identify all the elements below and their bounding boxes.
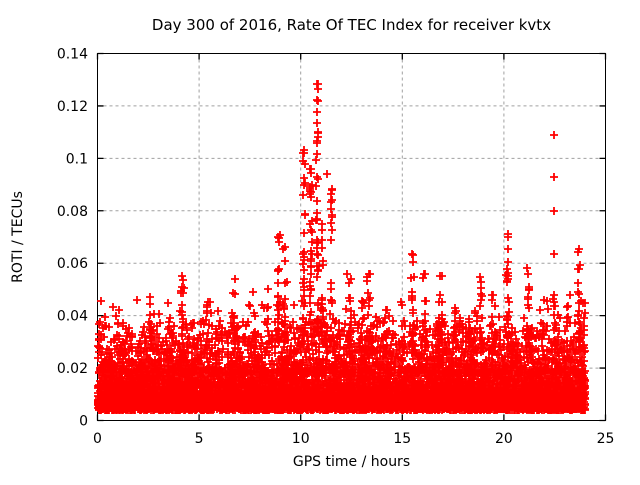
y-tick-label: 0.06 xyxy=(57,256,88,272)
data-points-roti xyxy=(94,80,589,414)
x-tick-label: 5 xyxy=(195,431,204,447)
y-tick-label: 0.02 xyxy=(57,361,88,377)
chart-title: Day 300 of 2016, Rate Of TEC Index for r… xyxy=(152,16,551,34)
axis-ticks xyxy=(96,52,607,422)
y-axis-label: ROTI / TECUs xyxy=(10,191,26,283)
x-tick-label: 10 xyxy=(292,431,310,447)
x-tick-label: 25 xyxy=(597,431,615,447)
y-tick-label: 0.1 xyxy=(66,151,88,167)
y-tick-label: 0 xyxy=(79,414,88,430)
y-tick-label: 0.04 xyxy=(57,309,88,325)
x-tick-label: 15 xyxy=(393,431,411,447)
x-tick-label: 20 xyxy=(495,431,513,447)
plot-border xyxy=(97,53,606,421)
x-tick-label: 0 xyxy=(93,431,102,447)
y-tick-label: 0.14 xyxy=(57,47,88,63)
y-tick-label: 0.12 xyxy=(57,99,88,115)
y-tick-label: 0.08 xyxy=(57,204,88,220)
x-axis-label: GPS time / hours xyxy=(293,454,410,470)
